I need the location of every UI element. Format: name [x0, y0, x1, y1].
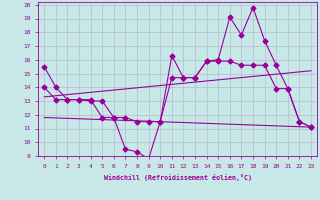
X-axis label: Windchill (Refroidissement éolien,°C): Windchill (Refroidissement éolien,°C)	[104, 174, 252, 181]
